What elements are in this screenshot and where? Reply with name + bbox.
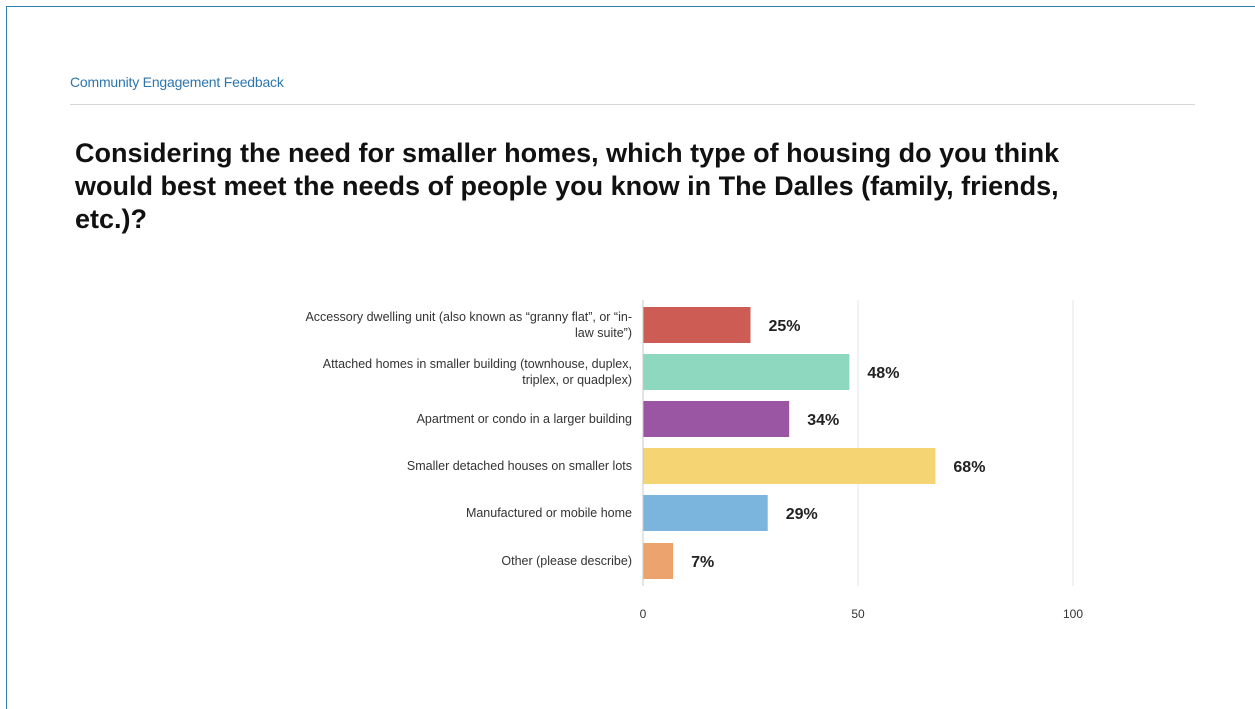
category-label: Apartment or condo in a larger building	[417, 412, 632, 426]
category-label: law suite”)	[575, 326, 632, 340]
value-label: 29%	[786, 506, 818, 523]
bar	[643, 401, 790, 437]
category-label: Other (please describe)	[501, 554, 632, 568]
category-label: Smaller detached houses on smaller lots	[407, 459, 632, 473]
bar	[643, 448, 936, 484]
value-label: 48%	[867, 365, 899, 382]
header-divider	[70, 104, 1195, 105]
x-tick-label: 100	[1063, 607, 1083, 621]
category-label: triplex, or quadplex)	[522, 373, 632, 387]
section-header: Community Engagement Feedback	[70, 74, 284, 90]
x-tick-label: 50	[851, 607, 865, 621]
value-label: 7%	[691, 554, 714, 571]
slide-frame	[6, 6, 1255, 709]
question-title: Considering the need for smaller homes, …	[75, 138, 1060, 234]
category-label: Attached homes in smaller building (town…	[323, 357, 632, 371]
value-label: 34%	[807, 412, 839, 429]
bar	[643, 495, 768, 531]
bar	[643, 543, 674, 579]
bar	[643, 307, 751, 343]
value-label: 68%	[953, 459, 985, 476]
x-tick-label: 0	[640, 607, 647, 621]
value-label: 25%	[769, 318, 801, 335]
category-label: Accessory dwelling unit (also known as “…	[305, 310, 632, 324]
bar	[643, 354, 850, 390]
category-label: Manufactured or mobile home	[466, 506, 632, 520]
